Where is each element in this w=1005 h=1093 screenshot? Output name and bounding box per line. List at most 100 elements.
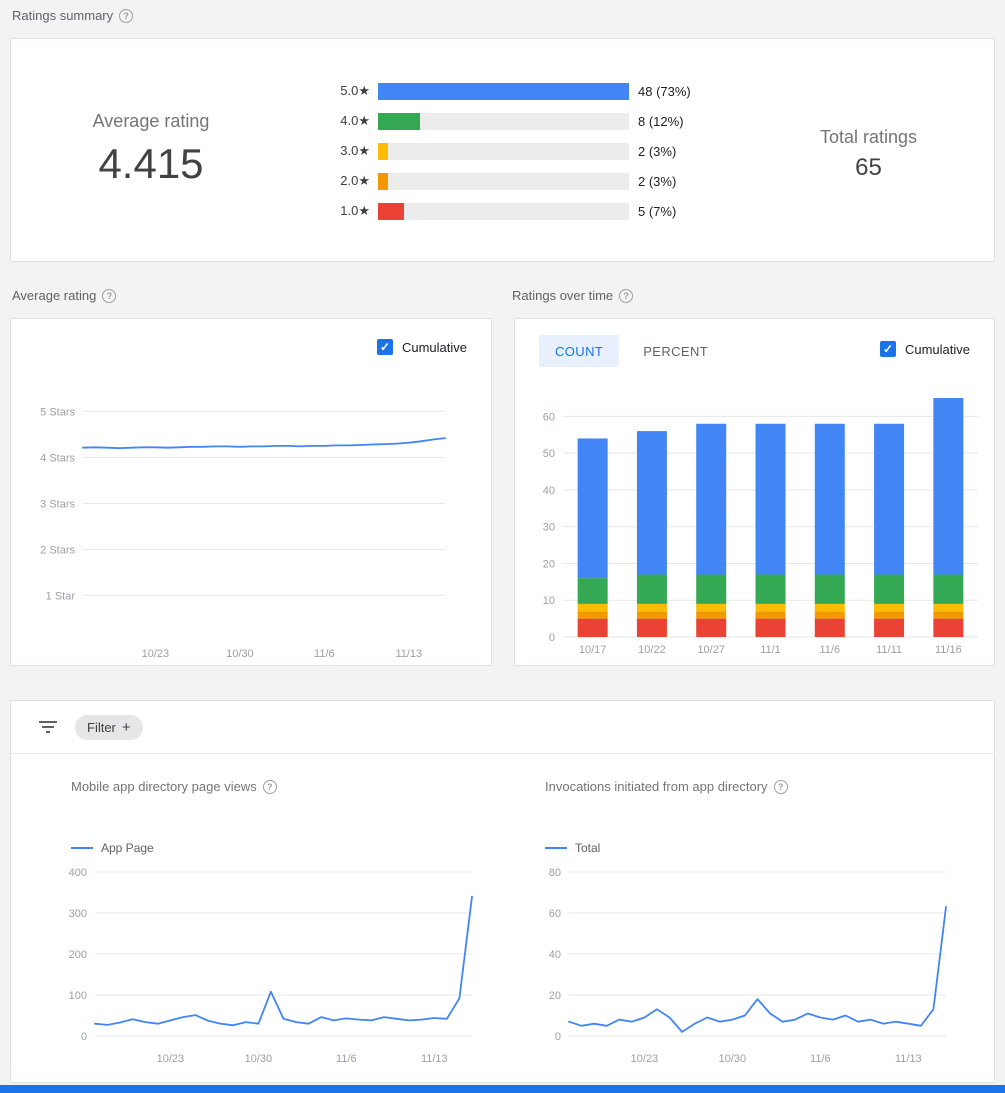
page-views-title: Mobile app directory page views <box>71 779 257 794</box>
directory-metrics-card: Filter Mobile app directory page views A… <box>10 700 995 1083</box>
star-rating-label: 4.0★ <box>340 113 370 128</box>
total-ratings-block: Total ratings 65 <box>781 127 956 182</box>
svg-text:11/6: 11/6 <box>336 1053 357 1065</box>
svg-text:11/13: 11/13 <box>895 1053 922 1065</box>
page-views-block: Mobile app directory page views App Page… <box>59 769 489 1069</box>
svg-text:10/23: 10/23 <box>157 1053 185 1065</box>
tab-percent[interactable]: PERCENT <box>643 343 709 359</box>
star-rating-label: 3.0★ <box>340 143 370 158</box>
filter-list-icon <box>39 721 57 733</box>
tab-count[interactable]: COUNT <box>539 335 620 367</box>
svg-text:0: 0 <box>81 1031 87 1043</box>
help-icon[interactable] <box>102 288 117 303</box>
help-icon[interactable] <box>619 288 634 303</box>
svg-text:0: 0 <box>549 632 555 644</box>
rating-bar-row: 5.0★ 48 (73%) <box>323 76 691 106</box>
page-views-legend: App Page <box>71 841 154 855</box>
plus-icon <box>122 720 131 735</box>
filter-chip-label: Filter <box>87 719 116 735</box>
average-rating-value: 4.415 <box>98 140 204 187</box>
cumulative-label: Cumulative <box>904 341 970 357</box>
svg-text:10/17: 10/17 <box>579 644 607 656</box>
total-ratings-label: Total ratings <box>819 127 918 147</box>
rating-bar-fill <box>378 82 629 100</box>
rating-distribution: 5.0★ 48 (73%) 4.0★ 8 (12%) 3.0★ 2 (3%) 2… <box>323 76 691 226</box>
star-icon: ★ <box>358 113 370 128</box>
help-icon[interactable] <box>773 779 788 794</box>
ratings-over-time-header: Ratings over time <box>512 288 634 303</box>
svg-text:0: 0 <box>555 1031 561 1043</box>
svg-text:200: 200 <box>69 949 87 961</box>
star-rating-label: 5.0★ <box>340 83 370 98</box>
svg-text:50: 50 <box>543 448 555 460</box>
rating-bar-track <box>378 112 629 130</box>
cumulative-checkbox[interactable]: Cumulative <box>376 339 467 355</box>
rating-bar-fill <box>378 112 420 130</box>
svg-text:10/27: 10/27 <box>697 644 725 656</box>
help-icon[interactable] <box>119 8 134 23</box>
rating-bar-row: 3.0★ 2 (3%) <box>323 136 691 166</box>
svg-text:10/30: 10/30 <box>226 648 254 660</box>
svg-text:10/22: 10/22 <box>638 644 666 656</box>
invocations-title: Invocations initiated from app directory <box>545 779 768 794</box>
rating-count-label: 2 (3%) <box>638 143 677 159</box>
checkbox-checked-icon <box>376 339 393 355</box>
invocations-block: Invocations initiated from app directory… <box>533 769 963 1069</box>
svg-text:300: 300 <box>69 908 87 920</box>
svg-text:80: 80 <box>549 867 561 879</box>
rating-count-label: 2 (3%) <box>638 173 677 189</box>
svg-text:3 Stars: 3 Stars <box>40 498 75 510</box>
average-rating-cumulative-chart: 5 Stars 4 Stars 3 Stars 2 Stars 1 Star 10/23 1… <box>40 406 446 660</box>
rating-bar-row: 1.0★ 5 (7%) <box>323 196 691 226</box>
average-rating-header: Average rating <box>12 288 117 303</box>
rating-bar-track <box>378 202 629 220</box>
star-icon: ★ <box>358 83 370 98</box>
svg-text:40: 40 <box>549 949 561 961</box>
rating-count-label: 5 (7%) <box>638 203 677 219</box>
rating-count-label: 48 (73%) <box>638 83 691 99</box>
average-rating-label: Average rating <box>92 111 210 131</box>
legend-label: Total <box>575 841 601 855</box>
svg-text:100: 100 <box>69 990 87 1002</box>
rating-bar-row: 4.0★ 8 (12%) <box>323 106 691 136</box>
star-icon: ★ <box>358 173 370 188</box>
star-rating-label: 2.0★ <box>340 173 370 188</box>
svg-text:10: 10 <box>543 595 555 607</box>
svg-text:20: 20 <box>549 990 561 1002</box>
svg-text:11/11: 11/11 <box>876 644 902 656</box>
rating-bar-track <box>378 172 629 190</box>
ratings-over-time-card: COUNT PERCENT Cumulative 0 10 20 30 40 50 60 10… <box>514 318 995 666</box>
page-views-title-row: Mobile app directory page views <box>71 779 277 794</box>
rating-bar-track <box>378 142 629 160</box>
svg-text:60: 60 <box>549 908 561 920</box>
svg-text:11/6: 11/6 <box>819 644 840 656</box>
svg-text:11/13: 11/13 <box>421 1053 448 1065</box>
count-percent-tabs: COUNT PERCENT <box>539 335 724 367</box>
star-rating-label: 1.0★ <box>340 203 370 218</box>
invocations-chart: 0 20 40 60 80 10/23 10/30 11/6 11/13 <box>549 867 947 1065</box>
ratings-summary-card: Average rating 4.415 5.0★ 48 (73%) 4.0★ … <box>10 38 995 262</box>
rating-bar-fill <box>378 202 405 220</box>
star-icon: ★ <box>358 203 370 218</box>
filter-chip[interactable]: Filter <box>75 714 143 740</box>
ratings-summary-title: Ratings summary <box>12 8 114 23</box>
svg-text:10/30: 10/30 <box>719 1053 747 1065</box>
legend-label: App Page <box>101 841 154 855</box>
bottom-blue-bar <box>0 1085 1005 1093</box>
svg-text:11/13: 11/13 <box>395 648 422 660</box>
total-ratings-value: 65 <box>855 154 882 181</box>
cumulative-checkbox[interactable]: Cumulative <box>879 341 970 357</box>
cumulative-label: Cumulative <box>401 339 467 355</box>
svg-text:1 Star: 1 Star <box>46 590 76 602</box>
ratings-summary-header: Ratings summary <box>12 8 134 23</box>
help-icon[interactable] <box>262 779 277 794</box>
svg-text:11/6: 11/6 <box>314 648 335 660</box>
svg-text:11/16: 11/16 <box>935 644 962 656</box>
rating-bar-row: 2.0★ 2 (3%) <box>323 166 691 196</box>
average-rating-block: Average rating 4.415 <box>41 111 261 188</box>
svg-text:4 Stars: 4 Stars <box>40 452 75 464</box>
filter-bar: Filter <box>11 701 994 754</box>
svg-text:11/6: 11/6 <box>810 1053 831 1065</box>
rating-bar-fill <box>378 172 389 190</box>
ratings-over-time-section-title: Ratings over time <box>512 288 614 303</box>
